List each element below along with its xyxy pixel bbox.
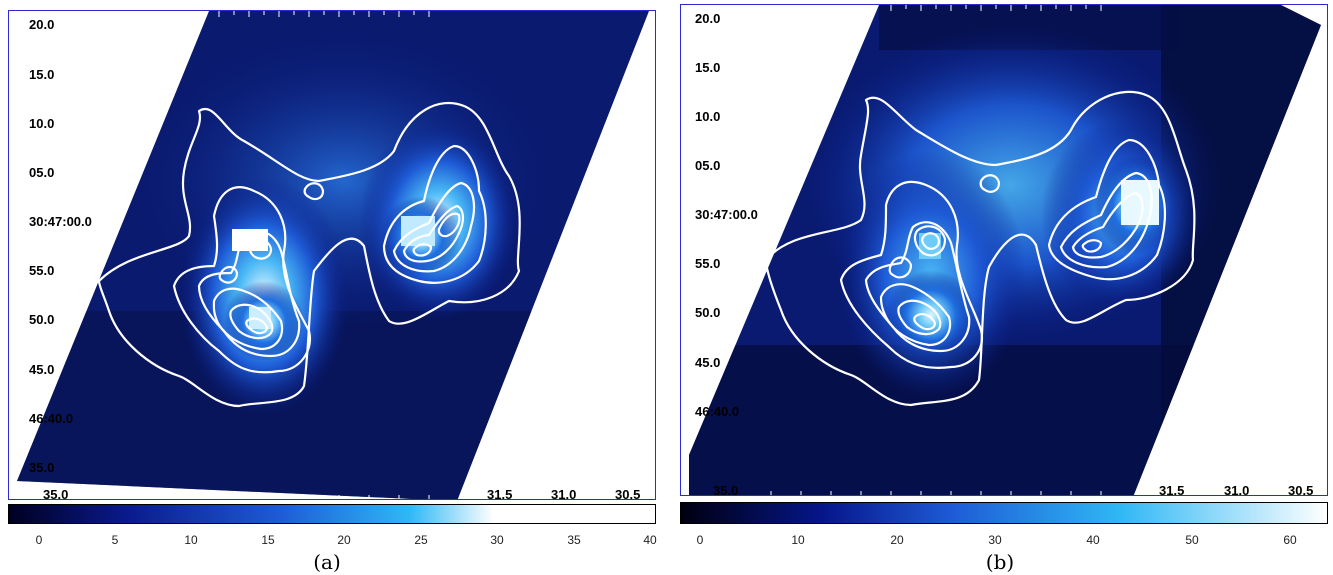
panel-caption-a: (a): [313, 550, 341, 574]
ra-label: 31.5: [1159, 483, 1185, 496]
dec-label: 55.0: [29, 263, 55, 278]
dec-label: 05.0: [695, 158, 721, 173]
sky-image-a: [17, 11, 649, 499]
sky-image-b: [689, 5, 1321, 495]
dec-label: 35.0: [29, 460, 55, 475]
colorbar-tick: 50: [1185, 533, 1199, 547]
axis-ticks-a: [98, 11, 430, 499]
dec-label: 46:40.0: [695, 404, 740, 419]
colorbar-tick: 40: [643, 533, 657, 547]
ra-label: 31.0: [1224, 483, 1250, 496]
colorbar-tick: 10: [184, 533, 198, 547]
dec-label: 10.0: [695, 109, 721, 124]
ra-label: 30.5: [615, 487, 641, 500]
colorbar-tick: 5: [111, 533, 119, 547]
colorbar-tick: 30: [988, 533, 1002, 547]
colorbar-b: [680, 502, 1328, 524]
dec-label: 30:47:00.0: [695, 207, 758, 222]
panel-a: 20.0 15.0 10.0 05.0 30:47:00.0 55.0 50.0…: [0, 0, 660, 575]
dec-label: 55.0: [695, 256, 721, 271]
dec-label: 05.0: [29, 165, 55, 180]
image-frame-a: 20.0 15.0 10.0 05.0 30:47:00.0 55.0 50.0…: [8, 10, 656, 500]
image-frame-b: 20.0 15.0 10.0 05.0 30:47:00.0 55.0 50.0…: [680, 4, 1328, 496]
dec-label: 45.0: [29, 362, 55, 377]
ra-label: 31.5: [487, 487, 513, 500]
dec-label: 10.0: [29, 116, 55, 131]
colorbar-tick: 40: [1086, 533, 1100, 547]
ra-label: 30.5: [1288, 483, 1314, 496]
dec-label: 15.0: [29, 67, 55, 82]
colorbar-a: [8, 504, 656, 524]
dec-label: 30:47:00.0: [29, 214, 92, 229]
colorbar-tick: 60: [1283, 533, 1297, 547]
colorbar-tick: 0: [35, 533, 43, 547]
colorbar-tick: 30: [490, 533, 504, 547]
ra-label: 35.0: [43, 487, 69, 500]
dec-label: 46:40.0: [29, 411, 74, 426]
dec-label: 50.0: [29, 312, 55, 327]
dec-label: 50.0: [695, 305, 721, 320]
colorbar-tick: 25: [414, 533, 428, 547]
dec-label: 45.0: [695, 355, 721, 370]
panel-b: 20.0 15.0 10.0 05.0 30:47:00.0 55.0 50.0…: [672, 0, 1333, 575]
axis-ticks-b: [770, 5, 1102, 495]
colorbar-tick: 35: [567, 533, 581, 547]
dec-label: 20.0: [695, 11, 721, 26]
ra-label: 31.0: [551, 487, 577, 500]
dec-label: 20.0: [29, 17, 55, 32]
dec-label: 15.0: [695, 60, 721, 75]
colorbar-tick: 20: [890, 533, 904, 547]
colorbar-tick: 0: [696, 533, 704, 547]
colorbar-tick: 10: [791, 533, 805, 547]
colorbar-tick: 20: [337, 533, 351, 547]
ra-label: 35.0: [713, 483, 739, 496]
panel-caption-b: (b): [985, 550, 1015, 574]
colorbar-tick: 15: [261, 533, 275, 547]
